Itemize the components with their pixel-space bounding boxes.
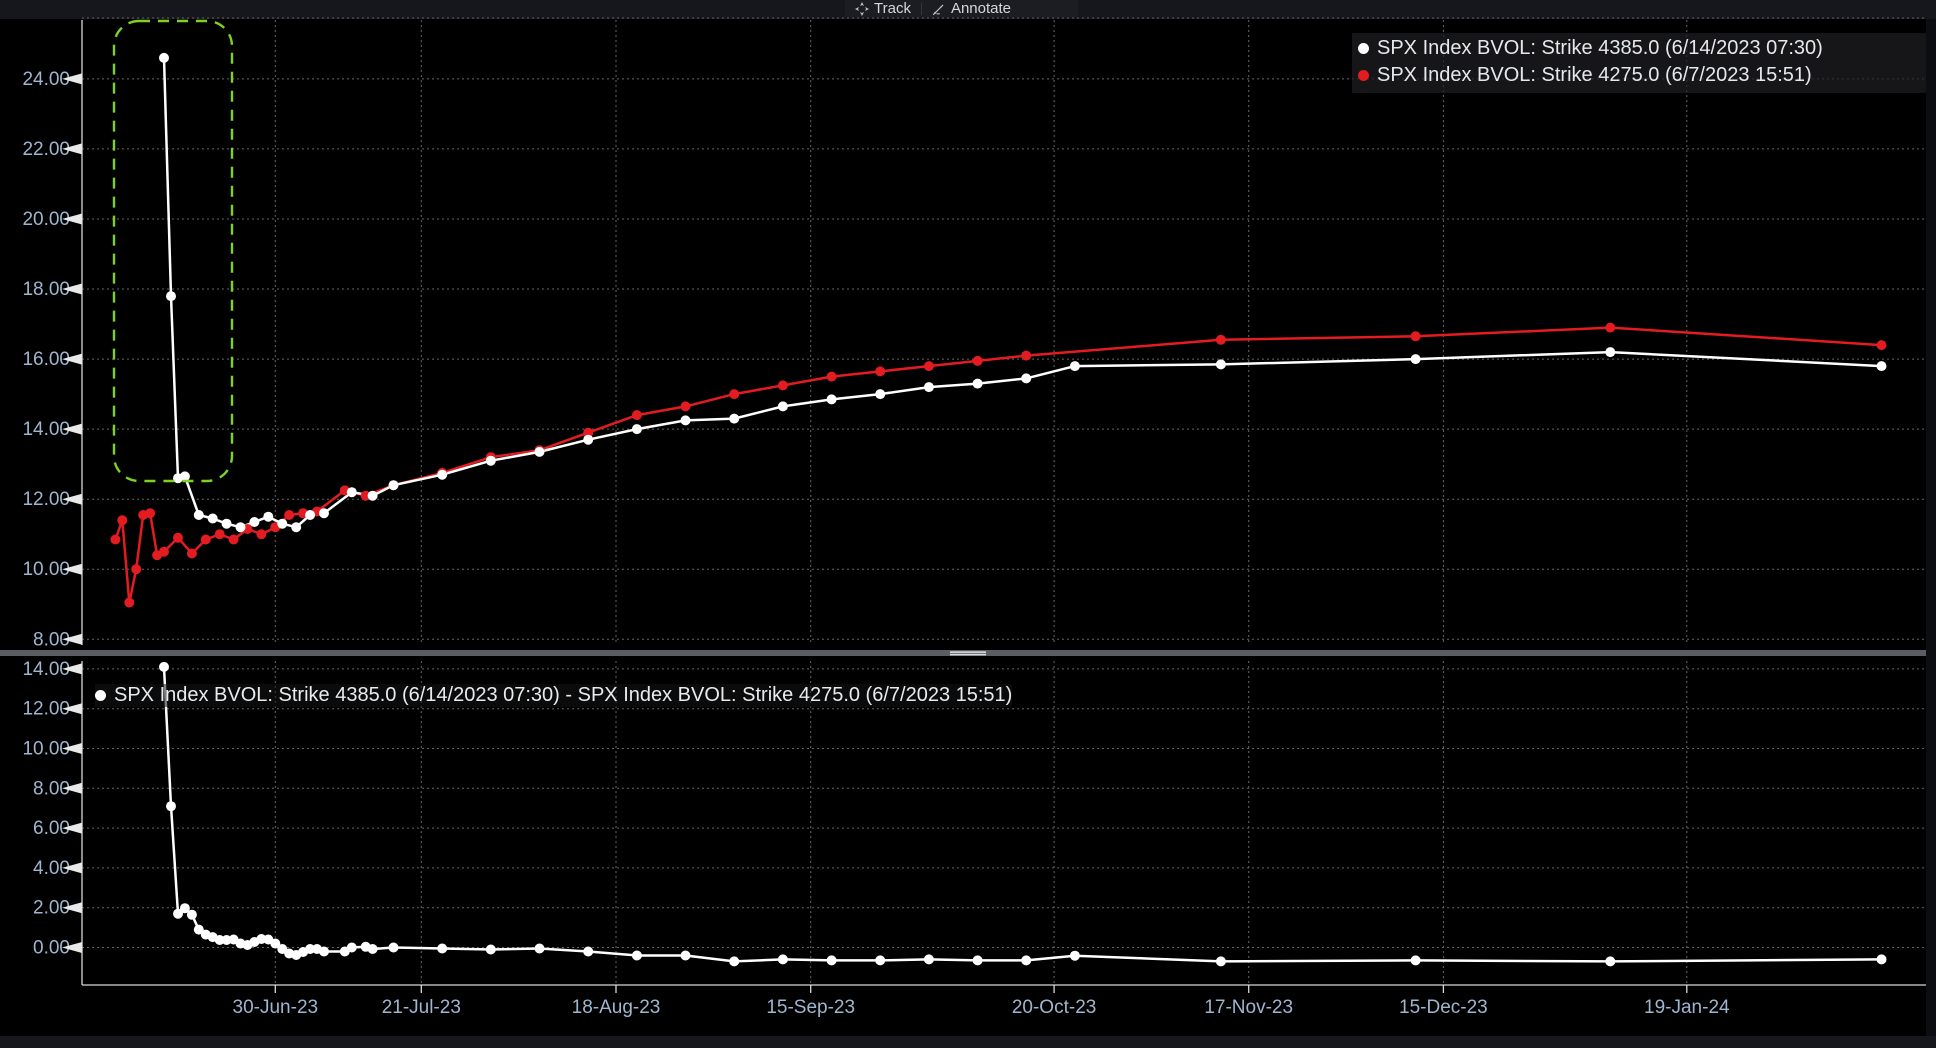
svg-text:10.00: 10.00 bbox=[22, 739, 70, 760]
svg-text:14.00: 14.00 bbox=[22, 419, 70, 440]
svg-text:21-Jul-23: 21-Jul-23 bbox=[382, 997, 461, 1018]
svg-text:12.00: 12.00 bbox=[22, 489, 70, 510]
svg-text:30-Jun-23: 30-Jun-23 bbox=[233, 997, 319, 1018]
svg-text:10.00: 10.00 bbox=[22, 559, 70, 580]
svg-text:20-Oct-23: 20-Oct-23 bbox=[1012, 997, 1096, 1018]
svg-text:19-Jan-24: 19-Jan-24 bbox=[1644, 997, 1730, 1018]
svg-text:15-Sep-23: 15-Sep-23 bbox=[766, 997, 855, 1018]
svg-text:15-Dec-23: 15-Dec-23 bbox=[1399, 997, 1488, 1018]
svg-text:16.00: 16.00 bbox=[22, 349, 70, 370]
svg-text:14.00: 14.00 bbox=[22, 659, 70, 680]
svg-text:22.00: 22.00 bbox=[22, 139, 70, 160]
svg-text:12.00: 12.00 bbox=[22, 699, 70, 720]
svg-text:18-Aug-23: 18-Aug-23 bbox=[572, 997, 661, 1018]
svg-text:20.00: 20.00 bbox=[22, 209, 70, 230]
svg-text:17-Nov-23: 17-Nov-23 bbox=[1204, 997, 1293, 1018]
svg-text:24.00: 24.00 bbox=[22, 69, 70, 90]
svg-text:18.00: 18.00 bbox=[22, 279, 70, 300]
